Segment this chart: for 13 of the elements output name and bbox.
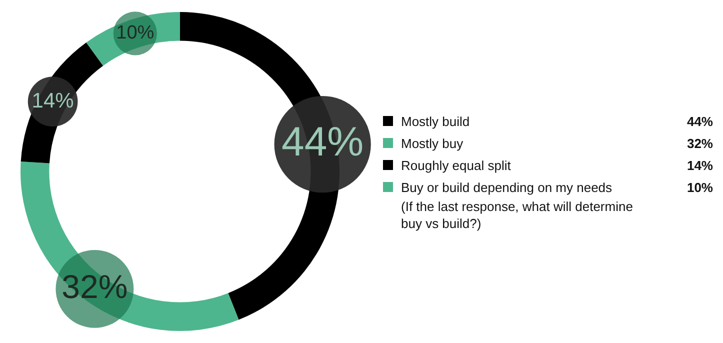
data-label: 44% bbox=[282, 118, 364, 165]
legend-label: Mostly build bbox=[401, 114, 471, 128]
text: (If the last response, what will determine buy vs build?) bbox=[401, 198, 634, 232]
text: 44% bbox=[686, 114, 713, 128]
text: 10% bbox=[686, 180, 713, 194]
data-label: 10% bbox=[116, 22, 154, 44]
legend-label: Buy or build depending on my needs bbox=[401, 180, 614, 194]
data-label: 14% bbox=[32, 89, 74, 112]
data-label: 32% bbox=[62, 268, 128, 306]
text: 32% bbox=[686, 136, 713, 150]
text: 14% bbox=[686, 158, 713, 172]
legend-label: Mostly buy bbox=[401, 136, 464, 150]
legend-label: Roughly equal split bbox=[401, 158, 512, 172]
